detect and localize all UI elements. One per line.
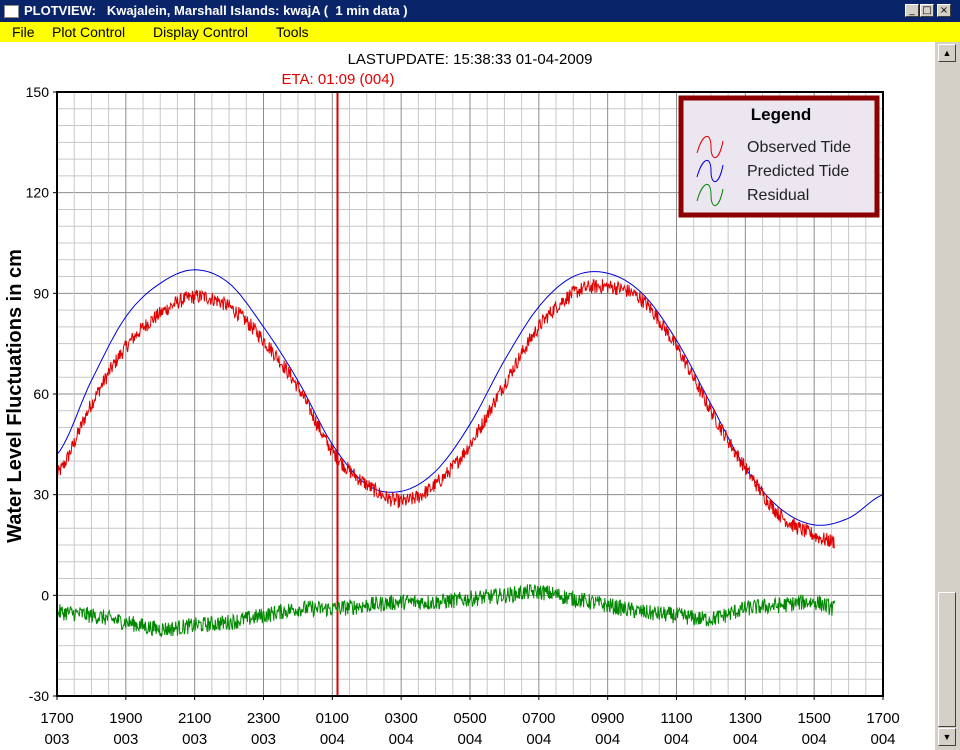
scroll-up-button[interactable]: ▲ [938,44,956,62]
y-tick-label: 90 [33,285,49,301]
tide-chart: 150 120 90 60 30 0 -30 1700 003 1900 003 2100 003 23… [4,51,900,748]
window-title: PLOTVIEW: Kwajalein, Marshall Islands: k… [24,3,408,18]
y-tick-label: 120 [26,185,50,201]
x-tick-day-label: 004 [733,731,758,748]
menu-file[interactable]: File [12,24,35,40]
y-tick-labels: 150 120 90 60 30 0 -30 [26,84,57,704]
eta-label: ETA: 01:09 (004) [281,71,394,88]
x-tick-day-label: 004 [595,731,620,748]
scroll-thumb[interactable] [938,592,956,727]
x-tick-time-label: 1700 [866,710,899,727]
x-tick-day-label: 003 [113,731,138,748]
minimize-button[interactable]: _ [905,4,919,17]
y-tick-label: 60 [33,386,49,402]
x-tick-time-label: 0100 [316,710,349,727]
y-tick-label: 150 [26,84,50,100]
y-axis-label: Water Level Fluctuations in cm [4,249,26,543]
legend-swatch-predicted [696,160,724,182]
x-tick-time-label: 0300 [384,710,417,727]
series-layer [56,269,884,638]
x-tick-time-label: 0500 [453,710,486,727]
legend-entry-observed: Observed Tide [747,139,851,156]
app-icon [4,5,19,18]
menu-tools[interactable]: Tools [276,24,309,40]
x-tick-labels: 1700 003 1900 003 2100 003 2300 003 0100 004 0300 0… [40,696,900,748]
vertical-scrollbar[interactable]: ▲ ▼ [935,42,960,750]
x-tick-day-label: 004 [320,731,345,748]
x-tick-day-label: 003 [182,731,207,748]
title-bar: PLOTVIEW: Kwajalein, Marshall Islands: k… [0,0,960,22]
legend: Legend Observed Tide Predicted Tide Resi… [678,95,880,218]
x-tick-time-label: 2300 [247,710,280,727]
x-tick-time-label: 1300 [729,710,762,727]
legend-entry-predicted: Predicted Tide [747,163,849,180]
menu-display-control[interactable]: Display Control [153,24,248,40]
x-tick-day-label: 004 [526,731,551,748]
x-tick-time-label: 1500 [797,710,830,727]
close-button[interactable]: × [937,4,951,17]
x-tick-time-label: 0900 [591,710,624,727]
x-tick-time-label: 2100 [178,710,211,727]
menu-bar: File Plot Control Display Control Tools [0,22,960,42]
y-tick-label: 30 [33,487,49,503]
legend-title: Legend [751,105,811,124]
x-tick-time-label: 0700 [522,710,555,727]
maximize-button[interactable]: □ [920,4,934,17]
x-tick-day-label: 003 [251,731,276,748]
x-tick-day-label: 004 [389,731,414,748]
scroll-down-button[interactable]: ▼ [938,728,956,746]
last-update-label: LASTUPDATE: 15:38:33 01-04-2009 [348,51,593,68]
menu-plot-control[interactable]: Plot Control [52,24,126,40]
x-tick-time-label: 1900 [109,710,142,727]
x-tick-day-label: 003 [44,731,69,748]
legend-box [678,95,880,218]
x-tick-day-label: 004 [664,731,689,748]
legend-swatch-residual [696,184,724,206]
residual-tide-line [56,583,836,638]
legend-entry-residual: Residual [747,187,809,204]
x-tick-time-label: 1100 [660,710,692,727]
x-tick-day-label: 004 [457,731,482,748]
x-tick-day-label: 004 [802,731,827,748]
y-tick-label: 0 [41,587,49,603]
x-tick-time-label: 1700 [40,710,73,727]
y-tick-label: -30 [29,688,49,704]
x-tick-day-label: 004 [870,731,895,748]
legend-swatch-observed [696,136,724,158]
observed-tide-line [56,279,836,549]
